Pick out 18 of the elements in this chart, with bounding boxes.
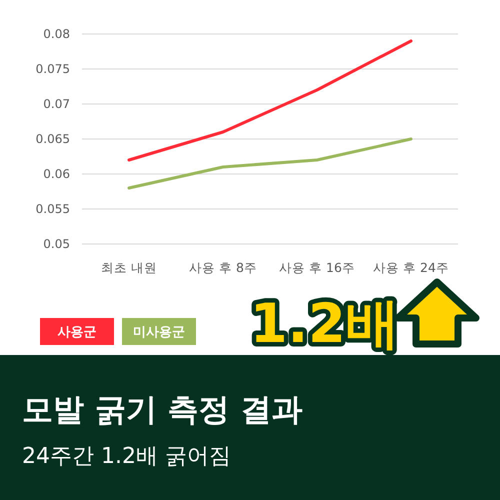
text: 미사용군 bbox=[133, 325, 185, 340]
y-tick-label: 0.075 bbox=[36, 62, 70, 76]
x-tick-label: 사용 후 24주 bbox=[373, 260, 449, 275]
text: 24주간 1.2배 굵어짐 bbox=[22, 444, 231, 469]
y-tick-label: 0.055 bbox=[36, 202, 70, 216]
x-tick-label: 사용 후 8주 bbox=[189, 260, 257, 275]
y-tick-label: 0.065 bbox=[36, 132, 70, 146]
text: 모발 굵기 측정 결과 bbox=[22, 392, 302, 428]
x-tick-label: 최초 내원 bbox=[101, 260, 157, 275]
text: 사용군 bbox=[58, 325, 96, 340]
x-tick-label: 사용 후 16주 bbox=[279, 260, 355, 275]
line-series bbox=[128, 40, 412, 162]
y-tick-label: 0.06 bbox=[43, 167, 70, 181]
text: 1.2배 bbox=[250, 292, 400, 355]
y-tick-label: 0.07 bbox=[43, 97, 70, 111]
y-tick-label: 0.05 bbox=[43, 237, 70, 251]
line-series bbox=[128, 138, 412, 190]
y-tick-label: 0.08 bbox=[43, 27, 70, 41]
